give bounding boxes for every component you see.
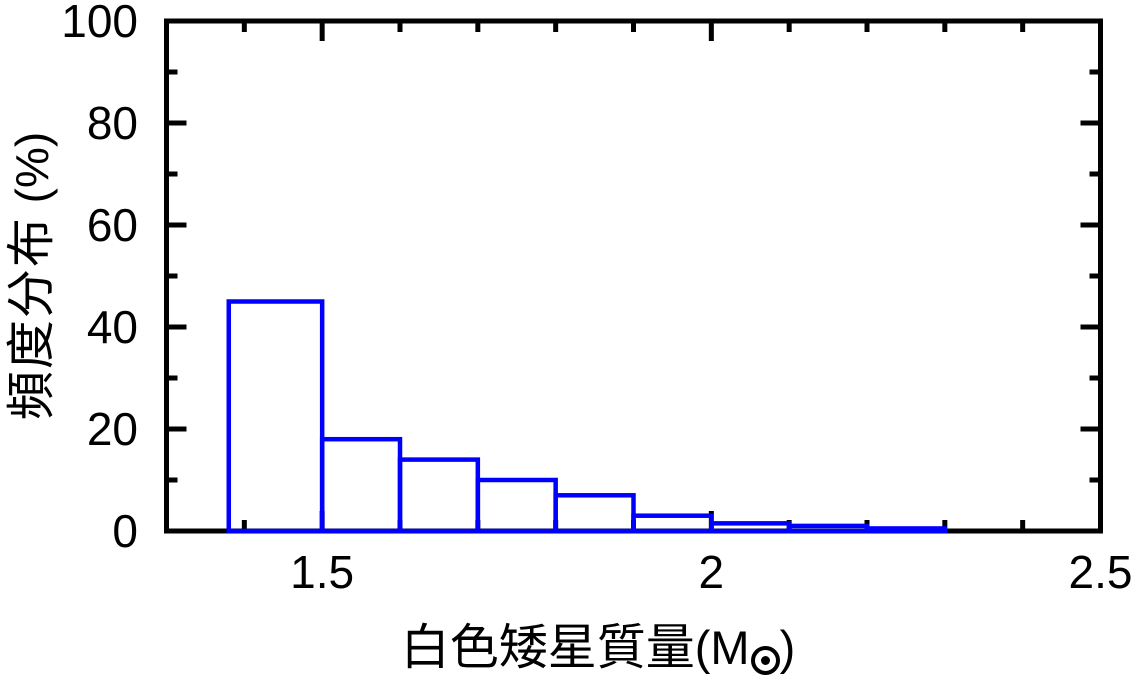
solar-mass-icon bbox=[750, 646, 780, 675]
histogram-bar bbox=[864, 526, 948, 534]
y-tick-label: 60 bbox=[86, 199, 138, 251]
histogram-bar bbox=[553, 493, 636, 534]
y-tick-label: 20 bbox=[86, 403, 138, 455]
x-axis-title-text: 白色矮星質量 bbox=[400, 619, 695, 676]
y-tick-label: 100 bbox=[61, 0, 138, 47]
y-axis-title-text: 頻度分布 bbox=[3, 216, 60, 421]
x-tick-label: 2.5 bbox=[1068, 546, 1133, 598]
y-tick-label: 0 bbox=[112, 505, 138, 557]
histogram-bar bbox=[709, 521, 792, 534]
histogram-bar bbox=[786, 523, 870, 534]
histogram-bar bbox=[397, 457, 481, 534]
histogram-bar bbox=[475, 477, 558, 534]
x-tick-label: 1.5 bbox=[290, 546, 355, 598]
y-axis-title: 頻度分布 (%) bbox=[3, 98, 60, 454]
plot-frame bbox=[164, 18, 1103, 534]
x-tick-label: 2 bbox=[698, 546, 725, 598]
y-axis-unit-text: (%) bbox=[6, 131, 58, 217]
y-tick-label: 80 bbox=[86, 97, 138, 149]
x-axis-paren-open: (M bbox=[694, 621, 750, 674]
x-axis-paren-close: ) bbox=[779, 621, 796, 674]
histogram-bar bbox=[226, 299, 325, 534]
histogram-bar bbox=[319, 436, 403, 534]
y-tick-label: 40 bbox=[86, 301, 138, 353]
x-axis-title: 白色矮星質量(M) bbox=[398, 618, 798, 688]
